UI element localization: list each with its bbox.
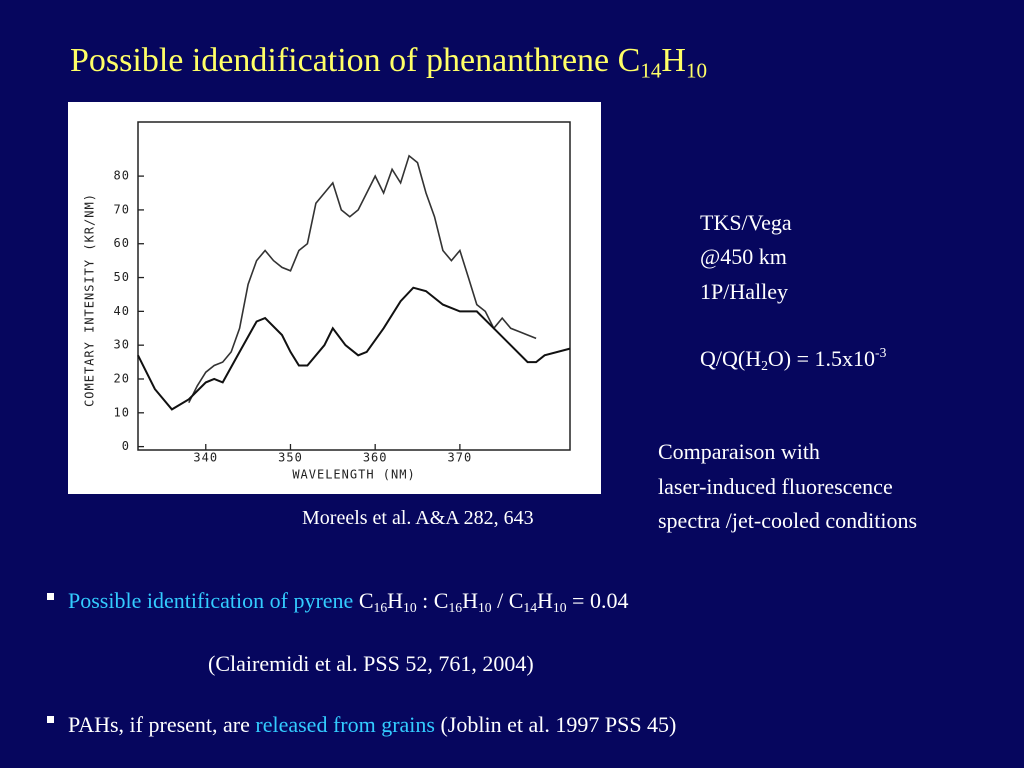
text-run: 10 xyxy=(403,600,417,616)
text-run: 10 xyxy=(477,600,492,616)
text-run: H xyxy=(661,42,686,79)
comparison-line: spectra /jet-cooled conditions xyxy=(658,508,918,533)
reference: (Clairemidi et al. PSS 52, 761, 2004) xyxy=(208,651,534,676)
bullet-text: PAHs, if present, are released from grai… xyxy=(68,714,676,736)
bullet-text: Possible identification of pyrene C16H10… xyxy=(68,590,628,615)
text-run: 10 xyxy=(685,58,708,83)
text-run: : C xyxy=(416,588,449,613)
y-tick-label: 50 xyxy=(114,270,130,284)
slide-title: Possible idendification of phenanthrene … xyxy=(70,44,707,81)
y-axis-label: COMETARY INTENSITY (KR/NM) xyxy=(83,193,97,407)
text-run: Q/Q(H xyxy=(700,345,762,371)
text-run: H xyxy=(537,588,553,613)
text-run: released from grains xyxy=(255,712,435,737)
x-tick-label: 370 xyxy=(448,451,473,465)
y-tick-label: 10 xyxy=(114,405,130,419)
text-run: -3 xyxy=(875,345,887,360)
figure: COMETARY INTENSITY (KR/NM) WAVELENGTH (N… xyxy=(68,102,601,494)
text-run: H xyxy=(387,588,404,613)
y-tick-label: 20 xyxy=(114,371,130,385)
y-tick-label: 40 xyxy=(114,304,130,318)
text-run: 10 xyxy=(552,600,567,616)
text-run: H xyxy=(462,588,478,613)
text-run: Possible identification of pyrene xyxy=(68,588,354,613)
text-run: PAHs, if present, are xyxy=(68,712,256,737)
comparison-line: laser-induced fluorescence xyxy=(658,474,893,499)
y-tick-label: 60 xyxy=(114,236,130,250)
text-run: Possible idendification of phenanthrene … xyxy=(70,42,641,79)
side-line: 1P/Halley xyxy=(700,279,788,304)
data-line xyxy=(137,286,571,411)
side-line: TKS/Vega xyxy=(700,210,792,235)
plot-frame xyxy=(137,121,571,451)
text-run: / C xyxy=(491,588,524,613)
bullet-marker xyxy=(47,593,54,600)
side-line: @450 km xyxy=(700,244,787,269)
x-tick-label: 340 xyxy=(193,451,218,465)
text-run: 14 xyxy=(640,58,662,83)
y-tick-label: 0 xyxy=(122,439,130,453)
x-tick-label: 350 xyxy=(278,451,303,465)
ratio: Q/Q(H2O) = 1.5x10-3 xyxy=(700,346,886,373)
text-run: = 0.04 xyxy=(566,588,629,613)
y-tick-label: 30 xyxy=(114,338,130,352)
text-run: 14 xyxy=(523,600,538,616)
text-run: O) = 1.5x10 xyxy=(767,345,876,371)
x-tick-label: 360 xyxy=(363,451,388,465)
text-run: 16 xyxy=(448,600,463,616)
text-run: (Joblin et al. 1997 PSS 45) xyxy=(434,712,677,737)
text-run: C xyxy=(353,588,374,613)
comparison-line: Comparaison with xyxy=(658,439,820,464)
y-tick-label: 80 xyxy=(114,169,130,183)
y-tick-label: 70 xyxy=(114,202,130,216)
x-axis-label: WAVELENGTH (NM) xyxy=(292,468,415,482)
text-run: 16 xyxy=(373,600,388,616)
text-run: 2 xyxy=(761,357,768,373)
caption: Moreels et al. A&A 282, 643 xyxy=(302,507,534,529)
bullet-marker xyxy=(47,716,54,723)
data-line xyxy=(188,154,537,404)
